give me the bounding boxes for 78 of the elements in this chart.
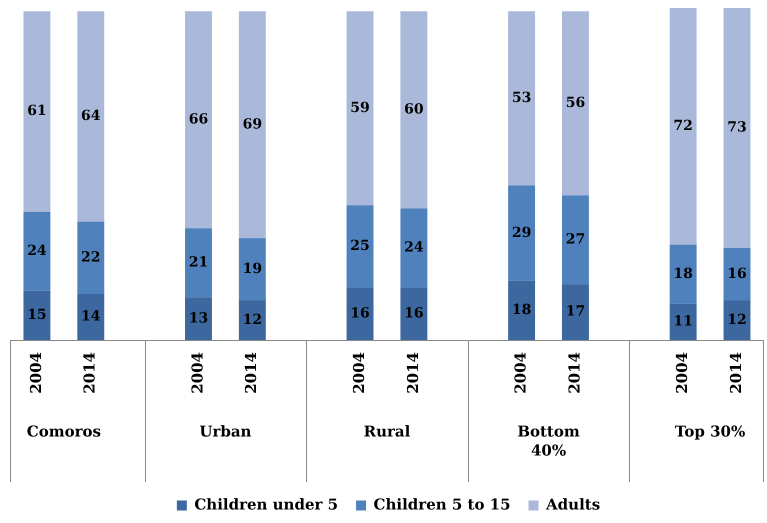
data-label: 27 [566,231,586,248]
bar [670,304,697,340]
legend-label: Children under 5 [194,495,338,514]
data-label: 66 [188,111,208,128]
data-label: 17 [566,304,586,320]
bar [562,11,589,196]
data-label: 21 [188,254,208,270]
data-label: 25 [350,238,370,254]
bar [346,11,374,206]
bar [185,11,212,228]
x-tick-label: 2004 [350,352,368,394]
text: Urban [199,422,252,440]
x-tick-label: 2004 [26,352,45,394]
data-label: 13 [188,310,208,326]
data-label: 24 [27,242,47,259]
bar [238,300,266,340]
x-tick-label: 2014 [404,352,422,394]
bar [77,294,104,340]
bar [508,186,536,281]
bar [346,287,374,340]
bar [508,11,536,186]
data-label: 12 [242,312,262,328]
bar [238,238,266,301]
data-label: 72 [673,118,693,134]
bar [23,290,50,340]
data-label: 16 [727,266,747,282]
bar [346,205,374,288]
bar [77,222,104,294]
x-tick-label: 2004 [511,352,530,394]
bar [670,244,697,304]
x-tick-label: 2004 [673,352,692,394]
bar [562,195,589,284]
bar [77,11,104,222]
bar [23,212,50,291]
bar [724,300,750,340]
data-label: 69 [242,116,262,132]
x-tick-label: 2004 [188,352,206,394]
legend-label: Children 5 to 15 [374,495,511,514]
text: Rural [364,422,411,440]
bar [23,11,50,212]
data-label: 64 [81,108,101,124]
data-label: 19 [242,260,262,277]
text: Bottom 40% [517,422,580,460]
bar [562,284,589,340]
bar [185,228,212,298]
data-label: 73 [727,120,747,136]
bar [400,287,428,340]
bar [724,8,750,248]
x-tick-label: 2014 [565,352,584,394]
bar [238,11,266,238]
data-label: 16 [350,305,370,322]
data-label: 18 [673,266,693,282]
legend-label: Adults [545,495,600,514]
bar [670,8,697,245]
data-label: 59 [350,100,370,116]
data-label: 61 [27,103,47,120]
data-label: 11 [673,314,693,330]
data-label: 56 [566,94,586,111]
data-label: 12 [727,312,747,328]
data-label: 18 [512,302,532,318]
data-label: 60 [404,102,424,118]
x-tick-label: 2014 [726,352,745,394]
data-label: 29 [512,224,532,241]
x-tick-label: 2014 [242,352,260,394]
text: Top 30% [674,422,746,440]
bar [724,248,750,301]
data-label: 22 [81,249,101,266]
data-label: 24 [404,240,424,256]
bar [508,280,536,340]
data-label: 15 [27,306,47,323]
bar [185,297,212,340]
data-label: 14 [81,308,101,325]
bar [400,11,428,209]
data-label: 53 [512,90,532,106]
text: Comoros [26,422,101,440]
x-tick-label: 2014 [80,352,99,394]
data-label: 16 [404,305,424,322]
bar [400,208,428,288]
